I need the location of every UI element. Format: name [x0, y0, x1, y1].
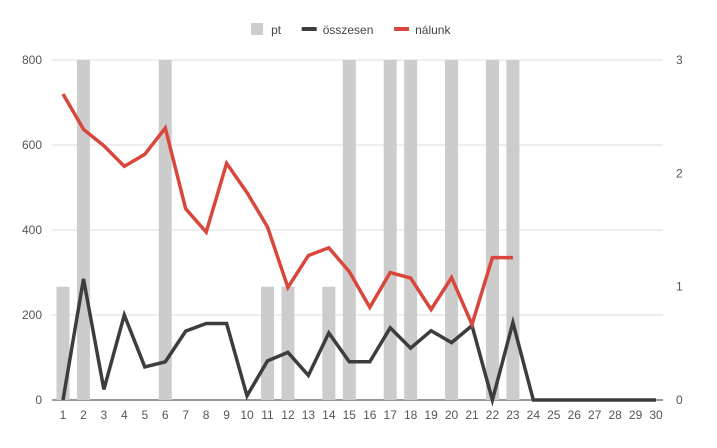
x-tick-label: 3 — [101, 408, 108, 422]
x-tick-label: 27 — [588, 408, 602, 422]
legend-swatch — [251, 23, 263, 35]
bar-pt — [506, 60, 519, 400]
x-tick-label: 21 — [465, 408, 479, 422]
legend-label: összesen — [323, 23, 374, 37]
x-tick-label: 14 — [322, 408, 336, 422]
x-tick-label: 1 — [60, 408, 67, 422]
x-tick-label: 16 — [363, 408, 377, 422]
bar-pt — [384, 60, 397, 400]
x-tick-label: 22 — [486, 408, 500, 422]
y-left-tick-label: 800 — [22, 53, 42, 67]
x-tick-label: 17 — [384, 408, 398, 422]
legend-item[interactable]: nálunk — [394, 23, 451, 37]
legend-label: pt — [271, 23, 282, 37]
bar-pt — [281, 287, 294, 400]
x-tick-label: 24 — [527, 408, 541, 422]
y-right-tick-label: 3 — [676, 53, 683, 67]
legend-item[interactable]: összesen — [302, 23, 374, 37]
x-tick-label: 20 — [445, 408, 459, 422]
x-tick-label: 12 — [281, 408, 295, 422]
x-tick-label: 7 — [182, 408, 189, 422]
x-tick-label: 8 — [203, 408, 210, 422]
legend-label: nálunk — [415, 23, 451, 37]
x-tick-label: 19 — [424, 408, 438, 422]
x-tick-label: 28 — [608, 408, 622, 422]
x-tick-label: 30 — [649, 408, 663, 422]
y-left-tick-label: 200 — [22, 308, 42, 322]
x-tick-label: 2 — [80, 408, 87, 422]
y-left-tick-label: 400 — [22, 223, 42, 237]
x-tick-label: 18 — [404, 408, 418, 422]
x-tick-label: 9 — [223, 408, 230, 422]
bar-pt — [77, 60, 90, 400]
x-tick-label: 26 — [568, 408, 582, 422]
y-left-tick-label: 600 — [22, 138, 42, 152]
x-tick-label: 6 — [162, 408, 169, 422]
x-tick-label: 5 — [141, 408, 148, 422]
y-left-tick-label: 0 — [35, 393, 42, 407]
x-tick-label: 29 — [629, 408, 643, 422]
legend: pt összesen nálunk — [251, 23, 451, 37]
x-tick-label: 4 — [121, 408, 128, 422]
line-series — [63, 94, 656, 400]
y-right-tick-label: 2 — [676, 166, 683, 180]
legend-item[interactable]: pt — [251, 23, 282, 37]
bar-pt — [261, 287, 274, 400]
bar-pt — [445, 60, 458, 400]
series-line-osszesen — [63, 279, 656, 400]
y-right-tick-label: 1 — [676, 280, 683, 294]
x-tick-label: 15 — [343, 408, 357, 422]
x-tick-label: 13 — [302, 408, 316, 422]
bar-pt — [343, 60, 356, 400]
x-tick-label: 11 — [261, 408, 274, 422]
bar-pt — [159, 60, 172, 400]
x-tick-label: 23 — [506, 408, 520, 422]
bar-pt — [486, 60, 499, 400]
grid — [52, 60, 663, 400]
x-tick-label: 10 — [240, 408, 254, 422]
y-right-tick-label: 0 — [676, 393, 683, 407]
x-tick-label: 25 — [547, 408, 561, 422]
